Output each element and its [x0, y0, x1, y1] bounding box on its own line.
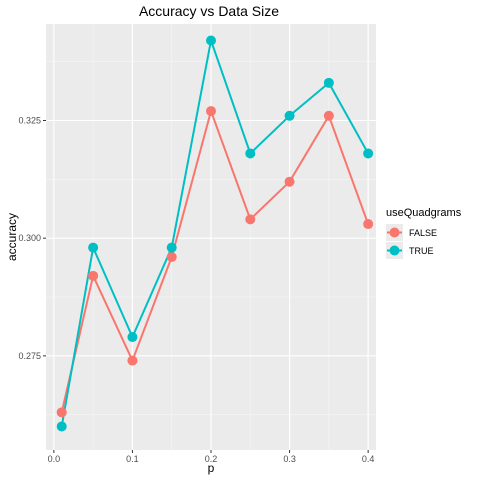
legend: useQuadgrams FALSE TRUE: [386, 207, 462, 259]
data-point-false: [127, 355, 138, 366]
legend-key-point: [389, 245, 400, 256]
data-point-false: [323, 110, 334, 121]
data-point-false: [245, 214, 256, 225]
data-point-true: [363, 148, 374, 159]
legend-items: FALSE TRUE: [386, 224, 437, 259]
data-point-false: [284, 176, 295, 187]
x-tick-label: 0.0: [48, 454, 61, 464]
data-point-true: [127, 332, 138, 343]
legend-label-true: TRUE: [409, 246, 434, 256]
data-point-true: [323, 77, 334, 88]
data-point-true: [206, 35, 216, 46]
data-point-false: [206, 106, 216, 117]
x-axis-title: p: [208, 461, 215, 475]
x-tick-label: 0.2: [205, 454, 218, 464]
data-point-true: [284, 110, 295, 121]
x-tick-label: 0.3: [283, 454, 296, 464]
data-point-false: [56, 407, 67, 418]
data-point-true: [56, 421, 67, 432]
x-tick-label: 0.1: [126, 454, 139, 464]
y-axis: 0.275 0.300 0.325: [18, 115, 46, 361]
data-point-true: [166, 242, 177, 253]
chart-title: Accuracy vs Data Size: [139, 3, 279, 19]
x-axis: 0.0 0.1 0.2 0.3 0.4: [48, 450, 375, 464]
data-point-false: [166, 252, 177, 263]
legend-title: useQuadgrams: [386, 207, 462, 219]
y-tick-label: 0.300: [18, 233, 41, 243]
data-point-false: [363, 219, 374, 230]
y-tick-label: 0.325: [18, 115, 41, 125]
series-points: [56, 35, 374, 432]
x-tick-label: 0.4: [362, 454, 375, 464]
data-point-false: [88, 270, 99, 281]
y-tick-label: 0.275: [18, 351, 41, 361]
major-gridlines: [46, 24, 376, 450]
data-point-true: [88, 242, 99, 253]
data-point-true: [245, 148, 256, 159]
y-axis-title: accuracy: [5, 213, 19, 261]
legend-key-point: [389, 227, 400, 238]
legend-label-false: FALSE: [409, 228, 437, 238]
